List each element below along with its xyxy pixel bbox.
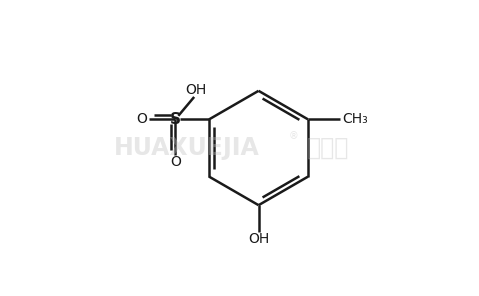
Text: CH₃: CH₃	[342, 112, 367, 126]
Text: O: O	[170, 155, 181, 169]
Text: O: O	[136, 112, 147, 126]
Text: OH: OH	[185, 83, 206, 97]
Text: HUAXUEJIA: HUAXUEJIA	[114, 136, 259, 160]
Text: 化学加: 化学加	[307, 136, 349, 160]
Text: OH: OH	[248, 232, 269, 246]
Text: S: S	[170, 112, 181, 127]
Text: ®: ®	[289, 131, 298, 141]
